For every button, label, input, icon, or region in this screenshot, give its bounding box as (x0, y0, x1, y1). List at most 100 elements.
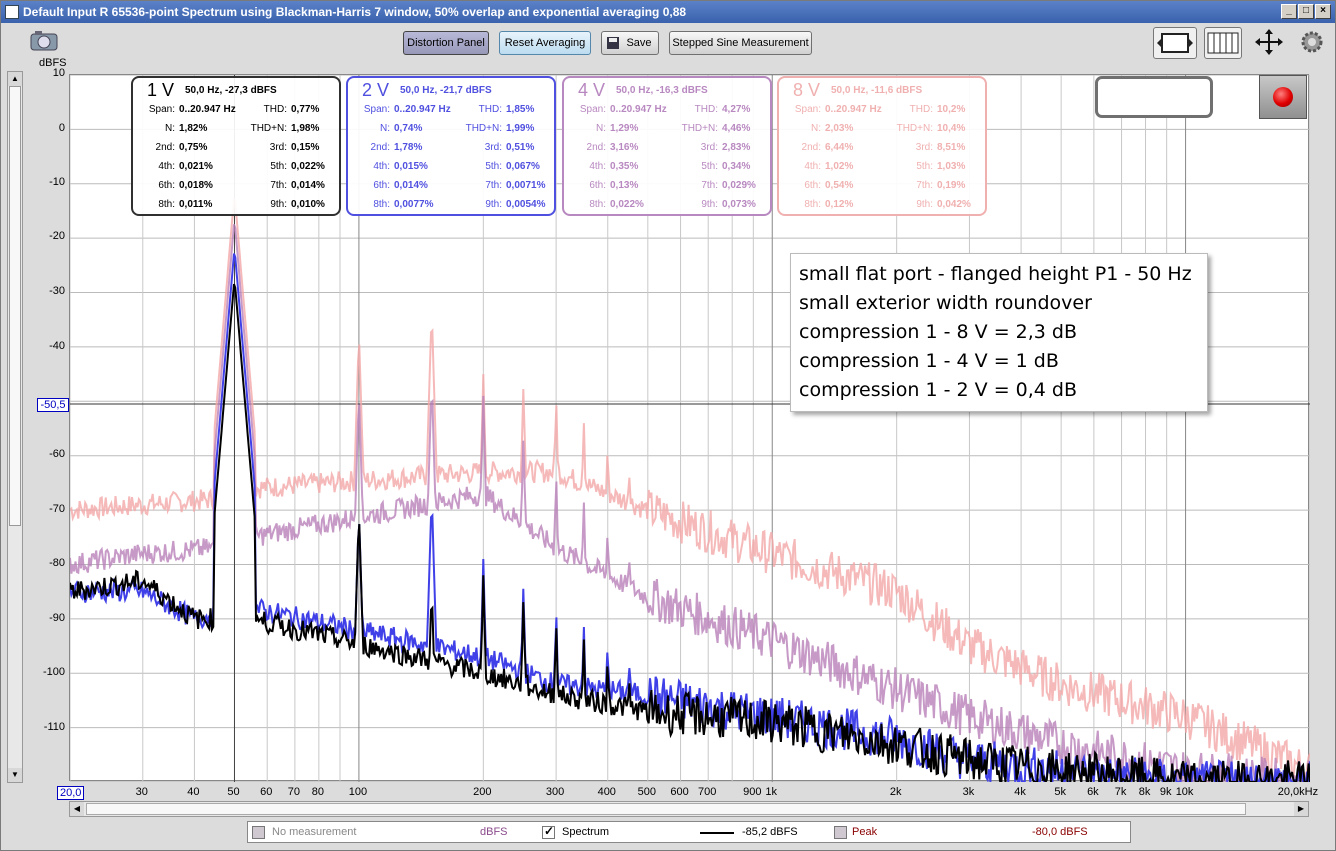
panel-fundamental: 50,0 Hz, -11,6 dBFS (831, 85, 923, 96)
reset-averaging-button[interactable]: Reset Averaging (499, 31, 591, 55)
panel-value: 0,74% (394, 123, 423, 134)
panel-value: 0,15% (291, 142, 320, 153)
panel-value: 0,0077% (394, 199, 434, 210)
record-icon (1273, 87, 1293, 107)
y-tick-label: -60 (49, 448, 65, 460)
panel-value: 0,014% (291, 180, 325, 191)
y-axis-unit: dBFS (39, 57, 67, 69)
peak-value: -80,0 dBFS (1032, 826, 1088, 838)
peak-checkbox[interactable] (834, 826, 847, 839)
panel-value: 0,34% (722, 161, 751, 172)
panel-label: 7th: (701, 180, 718, 191)
spectrum-label: Spectrum (562, 826, 610, 838)
monitor-layout-icon[interactable] (1153, 27, 1197, 59)
panel-value: 10,4% (937, 123, 966, 134)
y-tick-label: 0 (58, 122, 65, 134)
x-tick-label: 30 (135, 786, 148, 798)
panel-value: 1,02% (825, 161, 854, 172)
panel-value: 0,75% (179, 142, 208, 153)
no-measurement-checkbox[interactable] (252, 826, 265, 839)
panel-value: 0,010% (291, 199, 325, 210)
minimize-button[interactable]: _ (1281, 4, 1297, 19)
panel-label: 9th: (701, 199, 718, 210)
maximize-button[interactable]: □ (1298, 4, 1314, 19)
panel-value: 10,2% (937, 104, 966, 115)
panel-label: 7th: (916, 180, 933, 191)
legend-bar: No measurement dBFS ✓ Spectrum -85,2 dBF… (247, 821, 1131, 843)
y-tick-label: -10 (49, 176, 65, 188)
panel-value: 0..20.947 Hz (825, 104, 882, 115)
y-tick-label: -70 (49, 503, 65, 515)
scroll-right-arrow-icon[interactable]: ▶ (1294, 802, 1308, 816)
series-line-8v (69, 198, 1311, 783)
panel-value: 4,27% (722, 104, 751, 115)
distortion-panel-button[interactable]: Distortion Panel (403, 31, 489, 55)
x-tick-label: 2k (889, 786, 902, 798)
x-tick-label: 1k (765, 786, 778, 798)
x-tick-label: 3k (962, 786, 975, 798)
spectrum-line-swatch (700, 832, 734, 834)
panel-value: 0..20.947 Hz (610, 104, 667, 115)
panel-label: THD+N: (250, 123, 287, 134)
panel-label: 2nd: (155, 142, 175, 153)
scroll-up-arrow-icon[interactable]: ▲ (8, 72, 22, 86)
panel-label: 5th: (701, 161, 718, 172)
panel-label: 8th: (589, 199, 606, 210)
horizontal-scroll-thumb[interactable] (86, 803, 1246, 815)
level-indicator (1095, 76, 1213, 118)
x-tick-label: 300 (545, 786, 565, 798)
panel-label: 6th: (804, 180, 821, 191)
expand-arrows-icon[interactable] (1251, 27, 1289, 59)
panel-value: 0,021% (179, 161, 213, 172)
panel-label: 9th: (485, 199, 502, 210)
panel-level: 8 V (793, 80, 821, 100)
panel-value: 1,29% (610, 123, 639, 134)
panel-value: 0,0054% (506, 199, 546, 210)
x-tick-label: 70 (287, 786, 300, 798)
x-cursor-readout: 20,0 (57, 786, 85, 800)
y-tick-label: -40 (49, 340, 65, 352)
scroll-down-arrow-icon[interactable]: ▼ (8, 768, 22, 782)
x-tick-label: 60 (260, 786, 273, 798)
distortion-panel-1: 1 V 50,0 Hz, -27,3 dBFS Span: 0..20.947 Hz T… (131, 76, 341, 216)
x-tick-label: 10k (1175, 786, 1194, 798)
panel-value: 0,067% (506, 161, 540, 172)
panel-label: THD: (263, 104, 287, 115)
panel-label: 3rd: (915, 142, 933, 153)
camera-icon[interactable] (29, 27, 59, 59)
panel-label: 5th: (485, 161, 502, 172)
stepped-sine-button[interactable]: Stepped Sine Measurement (669, 31, 812, 55)
panel-label: 6th: (158, 180, 175, 191)
panel-value: 0,12% (825, 199, 854, 210)
spectrum-value: -85,2 dBFS (742, 826, 798, 838)
panel-value: 0,015% (394, 161, 428, 172)
vertical-scrollbar[interactable]: ▲ ▼ (7, 71, 23, 783)
title-bar: Default Input R 65536-point Spectrum usi… (1, 1, 1335, 23)
panel-value: 0,35% (610, 161, 639, 172)
save-label: Save (626, 37, 652, 49)
note-line-1: small flat port - flanged height P1 - 50… (799, 263, 1192, 285)
horizontal-scrollbar[interactable]: ◀ ▶ (69, 801, 1309, 817)
y-tick-label: -110 (43, 721, 65, 733)
save-button[interactable]: Save (601, 31, 659, 55)
x-tick-label: 600 (670, 786, 689, 798)
panel-value: 0,018% (179, 180, 213, 191)
scroll-left-arrow-icon[interactable]: ◀ (70, 802, 84, 816)
panel-label: 5th: (916, 161, 933, 172)
close-button[interactable]: × (1315, 4, 1331, 19)
y-cursor-readout: -50,5 (37, 398, 69, 412)
panel-label: THD: (694, 104, 718, 115)
spectrum-checkbox[interactable]: ✓ (542, 824, 555, 839)
panel-label: 3rd: (484, 142, 502, 153)
gear-icon[interactable] (1299, 29, 1325, 55)
vertical-scroll-thumb[interactable] (9, 86, 21, 526)
panel-label: THD+N: (681, 123, 718, 134)
record-button[interactable] (1259, 75, 1307, 119)
columns-icon[interactable] (1204, 27, 1242, 59)
panel-label: 4th: (373, 161, 390, 172)
note-line-2: small exterior width roundover (799, 292, 1092, 314)
panel-label: Span: (148, 104, 175, 115)
panel-label: 2nd: (801, 142, 821, 153)
y-tick-label: 10 (52, 67, 65, 79)
